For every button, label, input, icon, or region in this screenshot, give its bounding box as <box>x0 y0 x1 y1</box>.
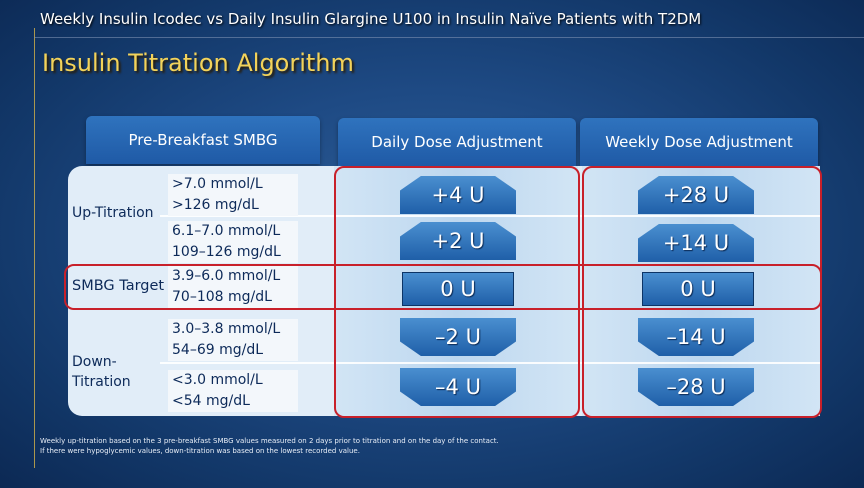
daily-down-arrow: –2 U <box>400 318 516 356</box>
daily-no-change-box: 0 U <box>402 272 514 306</box>
smbg-mmol: 3.0–3.8 mmol/L <box>172 321 281 337</box>
footnote-line-2: If there were hypoglycemic values, down-… <box>40 447 360 455</box>
footnote-line-1: Weekly up-titration based on the 3 pre-b… <box>40 437 499 445</box>
group-up-titration: Up-Titration <box>72 205 154 221</box>
footnote: Weekly up-titration based on the 3 pre-b… <box>40 436 499 456</box>
weekly-up-arrow: +28 U <box>638 176 754 214</box>
smbg-mgdl: 109–126 mg/dL <box>172 244 281 260</box>
smbg-mgdl: >126 mg/dL <box>172 197 259 213</box>
row-separator <box>160 215 820 217</box>
smbg-cell-1: >7.0 mmol/L >126 mg/dL <box>168 174 298 216</box>
weekly-down-arrow: –28 U <box>638 368 754 406</box>
weekly-no-change-box: 0 U <box>642 272 754 306</box>
header-weekly: Weekly Dose Adjustment <box>580 118 818 166</box>
weekly-down-arrow: –14 U <box>638 318 754 356</box>
header-smbg: Pre-Breakfast SMBG <box>86 116 320 164</box>
smbg-mgdl: 54–69 mg/dL <box>172 342 264 358</box>
daily-down-arrow: –4 U <box>400 368 516 406</box>
daily-highlight-box <box>334 166 580 418</box>
gold-divider-vertical <box>34 28 35 468</box>
smbg-mmol: <3.0 mmol/L <box>172 372 263 388</box>
smbg-mgdl: <54 mg/dL <box>172 393 250 409</box>
weekly-up-arrow: +14 U <box>638 224 754 262</box>
daily-up-arrow: +2 U <box>400 222 516 260</box>
slide-title: Insulin Titration Algorithm <box>42 49 354 77</box>
smbg-cell-5: <3.0 mmol/L <54 mg/dL <box>168 370 298 412</box>
smbg-mmol: >7.0 mmol/L <box>172 176 263 192</box>
smbg-mmol: 6.1–7.0 mmol/L <box>172 223 281 239</box>
smbg-cell-2: 6.1–7.0 mmol/L 109–126 mg/dL <box>168 221 298 263</box>
smbg-cell-4: 3.0–3.8 mmol/L 54–69 mg/dL <box>168 319 298 361</box>
smbg-mmol: 3.9–6.0 mmol/L <box>172 268 281 284</box>
smbg-mgdl: 70–108 mg/dL <box>172 289 272 305</box>
header-daily: Daily Dose Adjustment <box>338 118 576 166</box>
title-underline <box>34 37 864 38</box>
group-down-titration-line1: Down- <box>72 354 117 370</box>
group-down-titration-line2: Titration <box>72 374 131 390</box>
slide-subtitle: Weekly Insulin Icodec vs Daily Insulin G… <box>40 10 702 28</box>
daily-up-arrow: +4 U <box>400 176 516 214</box>
target-row-highlight <box>64 264 822 310</box>
group-smbg-target: SMBG Target <box>72 278 165 294</box>
smbg-cell-3: 3.9–6.0 mmol/L 70–108 mg/dL <box>168 266 298 308</box>
row-separator <box>160 362 820 364</box>
